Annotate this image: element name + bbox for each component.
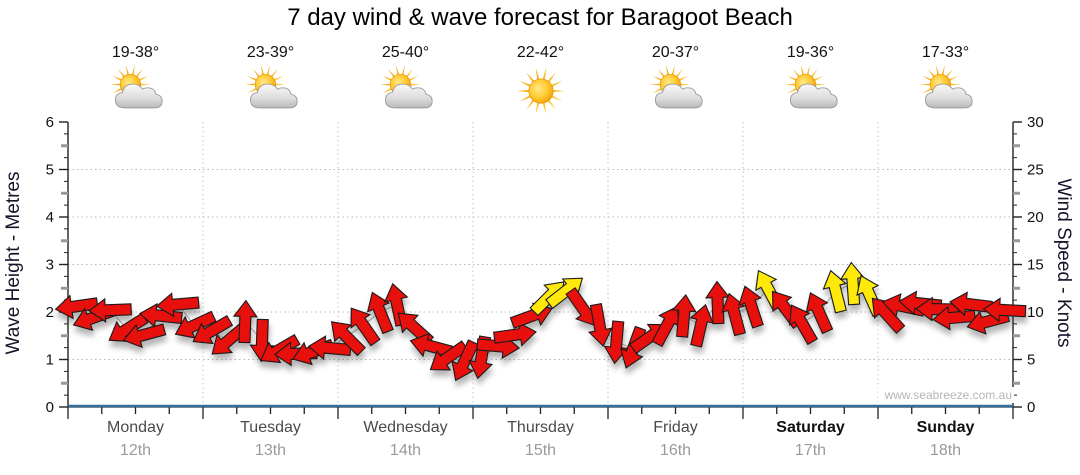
wind-arrow <box>192 314 234 345</box>
wind-arrow <box>805 291 834 335</box>
right-tick-label: 10 <box>1027 304 1044 321</box>
wind-arrow <box>429 340 469 371</box>
day-temperature: 17-33° <box>921 44 970 61</box>
sun-cloud-icon <box>244 65 298 109</box>
day-temperature: 19-38° <box>111 44 160 61</box>
wind-arrow <box>871 297 906 334</box>
left-tick-label: 0 <box>46 399 54 416</box>
right-tick-label: 0 <box>1027 399 1035 416</box>
day-name: Wednesday <box>363 419 448 436</box>
wind-arrow <box>738 285 764 329</box>
sun-icon <box>516 67 565 115</box>
sun-cloud-icon <box>379 65 433 109</box>
day-name: Tuesday <box>240 419 301 436</box>
day-date: 13th <box>254 442 287 459</box>
day-temperature: 25-40° <box>381 44 430 61</box>
day-date: 16th <box>659 442 692 459</box>
day-temperature: 20-37° <box>651 44 700 61</box>
day-weather-icon <box>473 64 608 125</box>
left-tick-label: 3 <box>46 257 54 274</box>
watermark: www.seabreeze.com.au <box>878 387 1014 403</box>
wind-arrow <box>259 333 301 364</box>
sun-cloud-icon <box>919 65 973 109</box>
left-tick-label: 4 <box>46 209 54 226</box>
day-weather-icon <box>743 64 878 125</box>
right-tick-label: 15 <box>1027 257 1044 274</box>
wind-arrow <box>949 291 993 317</box>
wind-arrow <box>587 303 613 347</box>
day-name: Friday <box>653 419 698 436</box>
day-date: 12th <box>119 442 152 459</box>
wind-arrow <box>366 291 394 335</box>
sun-cloud-icon <box>649 65 703 109</box>
wind-arrow <box>88 297 132 323</box>
day-weather-icon <box>608 64 743 125</box>
day-name: Saturday <box>776 419 845 436</box>
wind-arrow <box>174 310 217 339</box>
wind-arrow <box>409 332 454 358</box>
day-temperature: 22-42° <box>516 44 565 61</box>
left-tick-label: 2 <box>46 304 54 321</box>
right-tick-label: 30 <box>1027 114 1044 131</box>
wind-arrow <box>451 339 480 382</box>
wind-arrow <box>788 304 819 346</box>
wind-arrow <box>545 277 584 310</box>
day-name: Thursday <box>507 419 574 436</box>
day-weather-icon <box>68 64 203 125</box>
left-tick-label: 1 <box>46 352 54 369</box>
wind-arrow <box>138 302 183 328</box>
left-tick-label: 6 <box>46 114 54 131</box>
day-weather-icon <box>203 64 338 125</box>
right-tick-label: 20 <box>1027 209 1044 226</box>
right-tick-label: 5 <box>1027 352 1035 369</box>
day-name: Monday <box>107 419 164 436</box>
wind-arrow <box>54 294 99 320</box>
wind-arrow <box>350 307 381 347</box>
day-temperature: 23-39° <box>246 44 295 61</box>
day-date: 18th <box>929 442 962 459</box>
right-tick-label: 25 <box>1027 162 1044 179</box>
wind-arrow-series <box>54 261 1027 382</box>
wind-arrow <box>122 323 167 349</box>
chart-title: 7 day wind & wave forecast for Baragoot … <box>287 4 793 31</box>
wind-arrow <box>232 299 258 344</box>
wind-arrow <box>982 297 1027 323</box>
day-date: 14th <box>389 442 422 459</box>
day-date: 15th <box>524 442 557 459</box>
day-weather-icon <box>878 64 1013 125</box>
wind-arrow <box>155 292 200 318</box>
wind-arrow <box>330 321 366 357</box>
wind-arrow <box>671 293 697 338</box>
wind-arrow <box>493 321 537 347</box>
sun-cloud-icon <box>109 65 163 109</box>
day-temperature: 19-36° <box>786 44 835 61</box>
left-tick-label: 5 <box>46 162 54 179</box>
sun-cloud-icon <box>784 65 838 109</box>
wind-arrow <box>689 303 715 348</box>
wind-arrow <box>704 280 731 325</box>
day-weather-icon <box>338 64 473 125</box>
wind-arrow <box>822 269 847 314</box>
day-date: 17th <box>794 442 827 459</box>
day-name: Sunday <box>916 419 975 436</box>
